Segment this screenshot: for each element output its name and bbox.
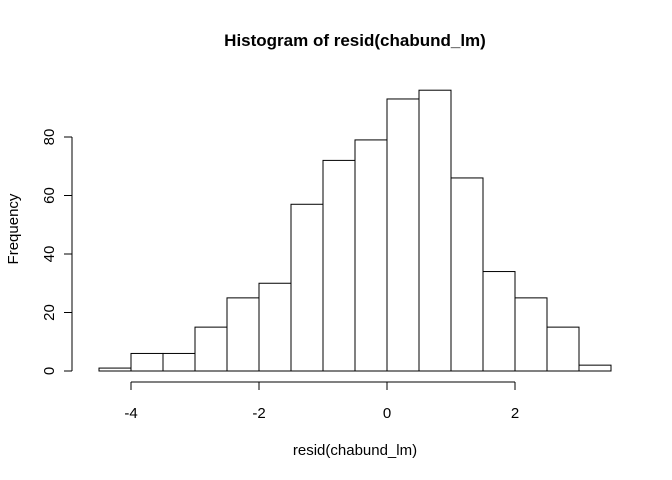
chart-title: Histogram of resid(chabund_lm) xyxy=(224,31,486,50)
histogram-bar-10 xyxy=(418,89,452,372)
histogram-bar-5 xyxy=(258,282,292,372)
histogram-bar-2 xyxy=(162,352,196,372)
histogram-bar-0 xyxy=(98,367,132,372)
histogram-bar-8 xyxy=(354,139,388,372)
x-tick-label-2: 0 xyxy=(383,405,391,422)
histogram-bar-14 xyxy=(546,326,580,372)
x-tick-label-3: 2 xyxy=(511,405,519,422)
x-axis-label: resid(chabund_lm) xyxy=(293,442,417,459)
x-tick-label-0: -4 xyxy=(124,405,137,422)
histogram-bar-1 xyxy=(130,352,164,372)
y-tick-label-3: 60 xyxy=(41,187,58,204)
histogram-bar-15 xyxy=(578,364,612,372)
histogram-bar-7 xyxy=(322,159,356,372)
x-tick-label-1: -2 xyxy=(252,405,265,422)
y-axis: 0 20 40 60 80 xyxy=(41,129,73,375)
histogram-bar-6 xyxy=(290,203,324,372)
histogram-bar-3 xyxy=(194,326,228,372)
y-tick-label-0: 0 xyxy=(41,367,58,375)
histogram-bar-12 xyxy=(482,271,516,372)
y-tick-label-2: 40 xyxy=(41,246,58,263)
x-axis: -4 -2 0 2 xyxy=(124,381,519,422)
histogram-bar-9 xyxy=(386,98,420,372)
histogram-bar-13 xyxy=(514,297,548,372)
y-axis-label: Frequency xyxy=(5,193,22,264)
y-tick-label-1: 20 xyxy=(41,304,58,321)
histogram-bar-11 xyxy=(450,177,484,372)
histogram-bar-4 xyxy=(226,297,260,372)
y-tick-label-4: 80 xyxy=(41,129,58,146)
bars-group xyxy=(98,89,612,372)
